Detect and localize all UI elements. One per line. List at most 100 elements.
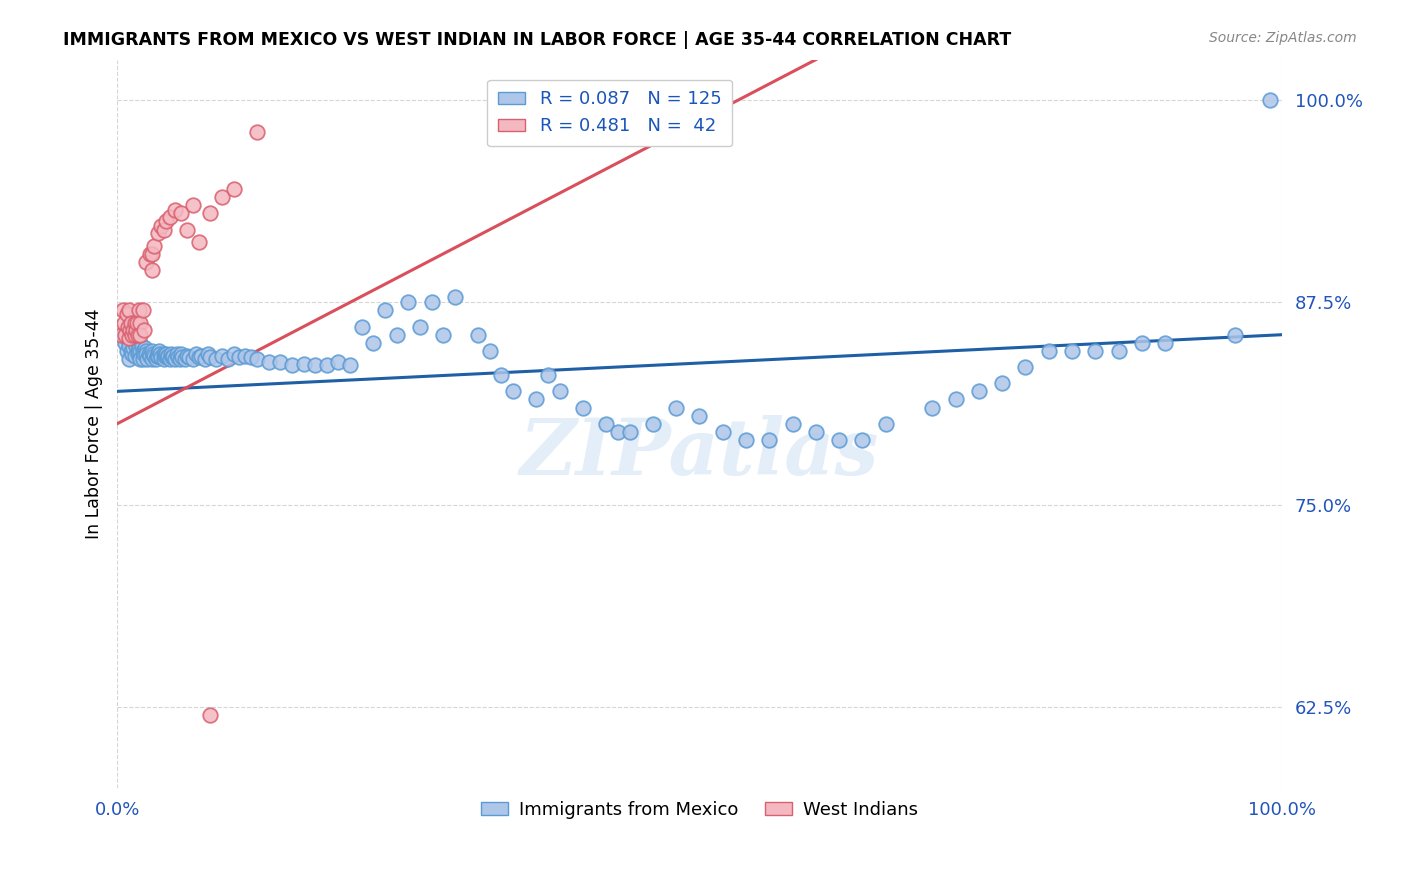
- Point: [141, 263, 163, 277]
- Point: [124, 335, 146, 350]
- Point: [1258, 93, 1281, 107]
- Point: [246, 351, 269, 366]
- Point: [160, 351, 183, 365]
- Point: [112, 317, 135, 331]
- Point: [595, 417, 617, 431]
- Point: [281, 359, 304, 373]
- Point: [128, 303, 150, 318]
- Point: [131, 339, 153, 353]
- Point: [155, 347, 177, 361]
- Point: [152, 351, 174, 366]
- Point: [146, 349, 169, 363]
- Point: [420, 295, 443, 310]
- Point: [118, 331, 141, 345]
- Point: [134, 341, 156, 355]
- Point: [117, 319, 139, 334]
- Point: [606, 425, 628, 439]
- Point: [114, 335, 136, 350]
- Point: [197, 347, 219, 361]
- Point: [782, 417, 804, 431]
- Point: [120, 343, 142, 358]
- Point: [641, 417, 664, 431]
- Point: [127, 327, 149, 342]
- Point: [120, 317, 142, 331]
- Point: [166, 347, 188, 361]
- Point: [478, 343, 501, 358]
- Point: [150, 219, 173, 234]
- Point: [150, 351, 173, 365]
- Point: [409, 319, 432, 334]
- Point: [135, 255, 157, 269]
- Point: [548, 384, 571, 399]
- Point: [121, 327, 143, 342]
- Point: [1130, 335, 1153, 350]
- Point: [118, 339, 141, 353]
- Point: [176, 349, 198, 363]
- Point: [152, 347, 174, 361]
- Point: [205, 351, 228, 366]
- Point: [187, 351, 209, 365]
- Point: [128, 341, 150, 355]
- Point: [136, 351, 159, 366]
- Point: [1062, 343, 1084, 358]
- Point: [165, 203, 187, 218]
- Point: [165, 351, 187, 366]
- Point: [121, 347, 143, 361]
- Point: [156, 351, 179, 365]
- Point: [467, 327, 489, 342]
- Point: [828, 433, 851, 447]
- Point: [122, 323, 145, 337]
- Point: [339, 359, 361, 373]
- Point: [125, 339, 148, 353]
- Point: [129, 351, 152, 366]
- Point: [193, 351, 215, 366]
- Point: [129, 343, 152, 358]
- Point: [804, 425, 827, 439]
- Point: [233, 349, 256, 363]
- Point: [176, 222, 198, 236]
- Point: [135, 343, 157, 358]
- Point: [217, 351, 239, 366]
- Point: [169, 351, 191, 366]
- Point: [132, 323, 155, 337]
- Text: Source: ZipAtlas.com: Source: ZipAtlas.com: [1209, 31, 1357, 45]
- Point: [735, 433, 758, 447]
- Point: [138, 347, 160, 361]
- Point: [114, 327, 136, 342]
- Point: [328, 355, 350, 369]
- Point: [141, 247, 163, 261]
- Point: [211, 349, 233, 363]
- Point: [502, 384, 524, 399]
- Point: [124, 327, 146, 342]
- Point: [200, 708, 222, 723]
- Point: [200, 206, 222, 220]
- Point: [222, 182, 245, 196]
- Point: [159, 347, 181, 361]
- Point: [111, 327, 134, 342]
- Point: [385, 327, 408, 342]
- Point: [200, 351, 222, 365]
- Point: [146, 226, 169, 240]
- Point: [170, 347, 193, 361]
- Point: [145, 351, 167, 366]
- Point: [758, 433, 780, 447]
- Point: [149, 347, 172, 361]
- Point: [141, 343, 163, 358]
- Point: [396, 295, 419, 310]
- Point: [118, 351, 141, 366]
- Point: [132, 351, 155, 366]
- Point: [146, 349, 169, 363]
- Point: [537, 368, 560, 383]
- Point: [619, 425, 641, 439]
- Point: [444, 291, 467, 305]
- Point: [572, 401, 595, 415]
- Point: [129, 327, 152, 342]
- Point: [159, 351, 181, 366]
- Point: [350, 319, 373, 334]
- Point: [173, 351, 195, 366]
- Point: [432, 327, 454, 342]
- Point: [127, 347, 149, 361]
- Point: [146, 347, 169, 361]
- Point: [246, 125, 269, 139]
- Point: [292, 357, 315, 371]
